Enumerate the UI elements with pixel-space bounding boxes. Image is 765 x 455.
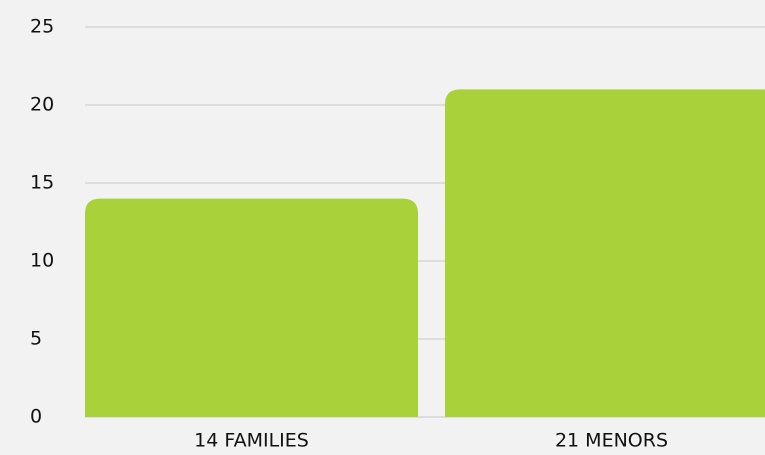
- y-tick-label: 25: [30, 16, 54, 38]
- y-tick-label: 5: [30, 328, 42, 350]
- x-tick-label: 14 FAMILIES: [194, 430, 309, 452]
- y-tick-label: 15: [30, 172, 54, 194]
- bar: [85, 198, 418, 417]
- y-tick-label: 10: [30, 250, 54, 272]
- x-tick-label: 21 MENORS: [555, 430, 668, 452]
- bar: [445, 89, 765, 417]
- y-tick-label: 20: [30, 94, 54, 116]
- y-tick-label: 0: [30, 406, 42, 428]
